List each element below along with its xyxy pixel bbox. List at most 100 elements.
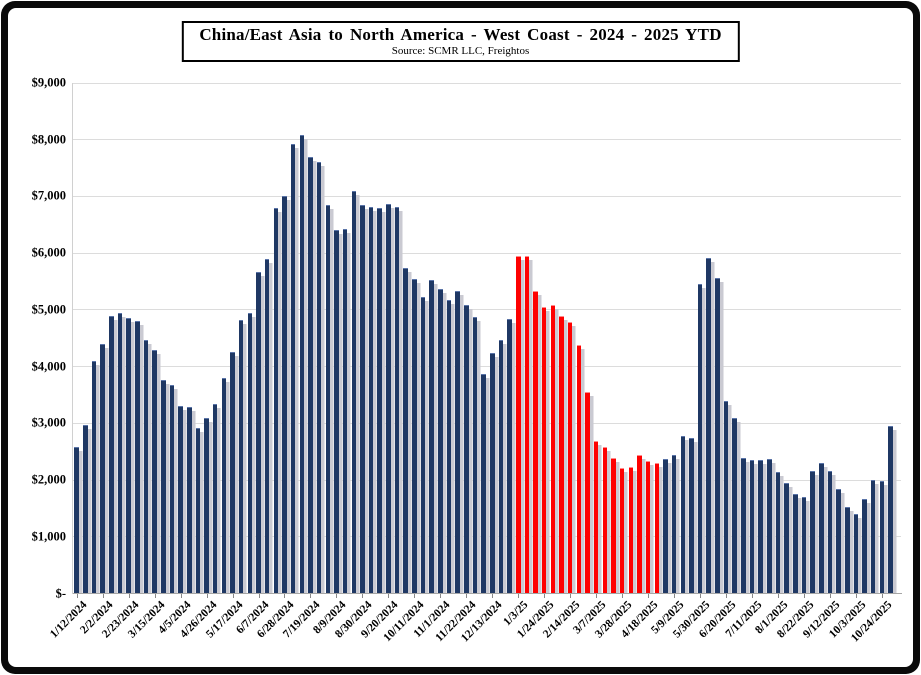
- bar: [732, 417, 737, 593]
- bar: [680, 436, 685, 593]
- bar: [195, 428, 201, 593]
- bar: [611, 457, 616, 593]
- bar: [654, 463, 660, 593]
- x-tick-label: 1/12/2024: [47, 599, 90, 641]
- y-tick-label: $8,000: [31, 132, 66, 147]
- x-tick: [76, 594, 78, 598]
- x-tick: [777, 594, 779, 598]
- x-tick: [752, 594, 754, 598]
- bar: [256, 272, 261, 593]
- bar: [888, 426, 893, 593]
- x-tick: [492, 594, 494, 598]
- x-tick: [596, 594, 598, 598]
- y-tick-label: $1,000: [31, 529, 66, 544]
- bar: [593, 441, 599, 593]
- bar: [671, 455, 677, 593]
- bar: [567, 322, 573, 593]
- y-tick-label: $7,000: [31, 188, 66, 203]
- bar: [628, 467, 634, 593]
- x-tick: [388, 594, 390, 598]
- bar: [135, 321, 140, 593]
- bar: [741, 457, 746, 593]
- bar: [264, 258, 270, 593]
- bar: [524, 256, 530, 593]
- y-tick-label: $9,000: [31, 75, 66, 90]
- bar: [801, 496, 807, 593]
- bar: [507, 318, 512, 593]
- x-tick: [544, 594, 546, 598]
- x-tick: [570, 594, 572, 598]
- y-tick-label: $4,000: [31, 359, 66, 374]
- bar: [316, 162, 322, 593]
- bar: [212, 404, 218, 593]
- bar: [637, 455, 642, 593]
- title-box: China/East Asia to North America - West …: [181, 21, 740, 62]
- bar: [827, 470, 833, 593]
- bar: [870, 480, 876, 593]
- bar: [836, 489, 841, 593]
- bar: [325, 204, 331, 593]
- bar: [342, 229, 348, 593]
- bar: [386, 203, 391, 593]
- bar: [187, 406, 192, 593]
- y-tick-label: $2,000: [31, 472, 66, 487]
- bar: [238, 319, 244, 593]
- bar: [178, 406, 183, 593]
- x-tick: [128, 594, 130, 598]
- x-axis-line: [73, 593, 902, 594]
- bar: [412, 279, 417, 593]
- x-tick: [414, 594, 416, 598]
- bar: [126, 318, 131, 593]
- bar: [758, 459, 763, 593]
- bar: [879, 481, 885, 593]
- bar: [619, 468, 625, 593]
- bar: [533, 291, 538, 593]
- bar: [152, 349, 157, 593]
- y-axis-line: [72, 83, 73, 594]
- x-tick: [466, 594, 468, 598]
- x-tick: [829, 594, 831, 598]
- gridline: [73, 536, 901, 538]
- x-tick: [726, 594, 728, 598]
- bar: [550, 305, 556, 593]
- bar: [74, 446, 79, 593]
- bar: [793, 493, 798, 593]
- x-tick: [518, 594, 520, 598]
- y-tick-label: $6,000: [31, 245, 66, 260]
- bar: [117, 312, 123, 593]
- gridline: [73, 309, 901, 311]
- bar: [689, 438, 694, 593]
- x-tick: [102, 594, 104, 598]
- chart-title: China/East Asia to North America - West …: [199, 25, 722, 44]
- bar: [481, 373, 486, 593]
- bar: [715, 278, 720, 593]
- bar: [723, 400, 729, 593]
- bar: [290, 144, 296, 593]
- bar: [420, 296, 426, 593]
- bar: [334, 230, 339, 593]
- x-tick: [232, 594, 234, 598]
- bar: [247, 312, 253, 593]
- bar: [819, 463, 824, 593]
- x-tick: [674, 594, 676, 598]
- chart-source: Source: SCMR LLC, Freightos: [391, 45, 530, 57]
- gridline: [73, 252, 901, 254]
- bar: [429, 280, 434, 593]
- bar: [83, 425, 88, 593]
- gridline: [73, 195, 901, 197]
- bar: [455, 291, 460, 593]
- y-tick-label: $3,000: [31, 415, 66, 430]
- gridline: [73, 366, 901, 368]
- bar: [585, 391, 590, 593]
- plot-area: [8, 8, 921, 593]
- bar: [697, 283, 703, 593]
- bar: [351, 190, 356, 593]
- x-tick: [258, 594, 260, 598]
- bar: [299, 135, 305, 593]
- x-tick: [310, 594, 312, 598]
- bar: [377, 207, 382, 593]
- bar: [576, 345, 582, 593]
- bar: [645, 461, 651, 593]
- bar: [360, 204, 365, 593]
